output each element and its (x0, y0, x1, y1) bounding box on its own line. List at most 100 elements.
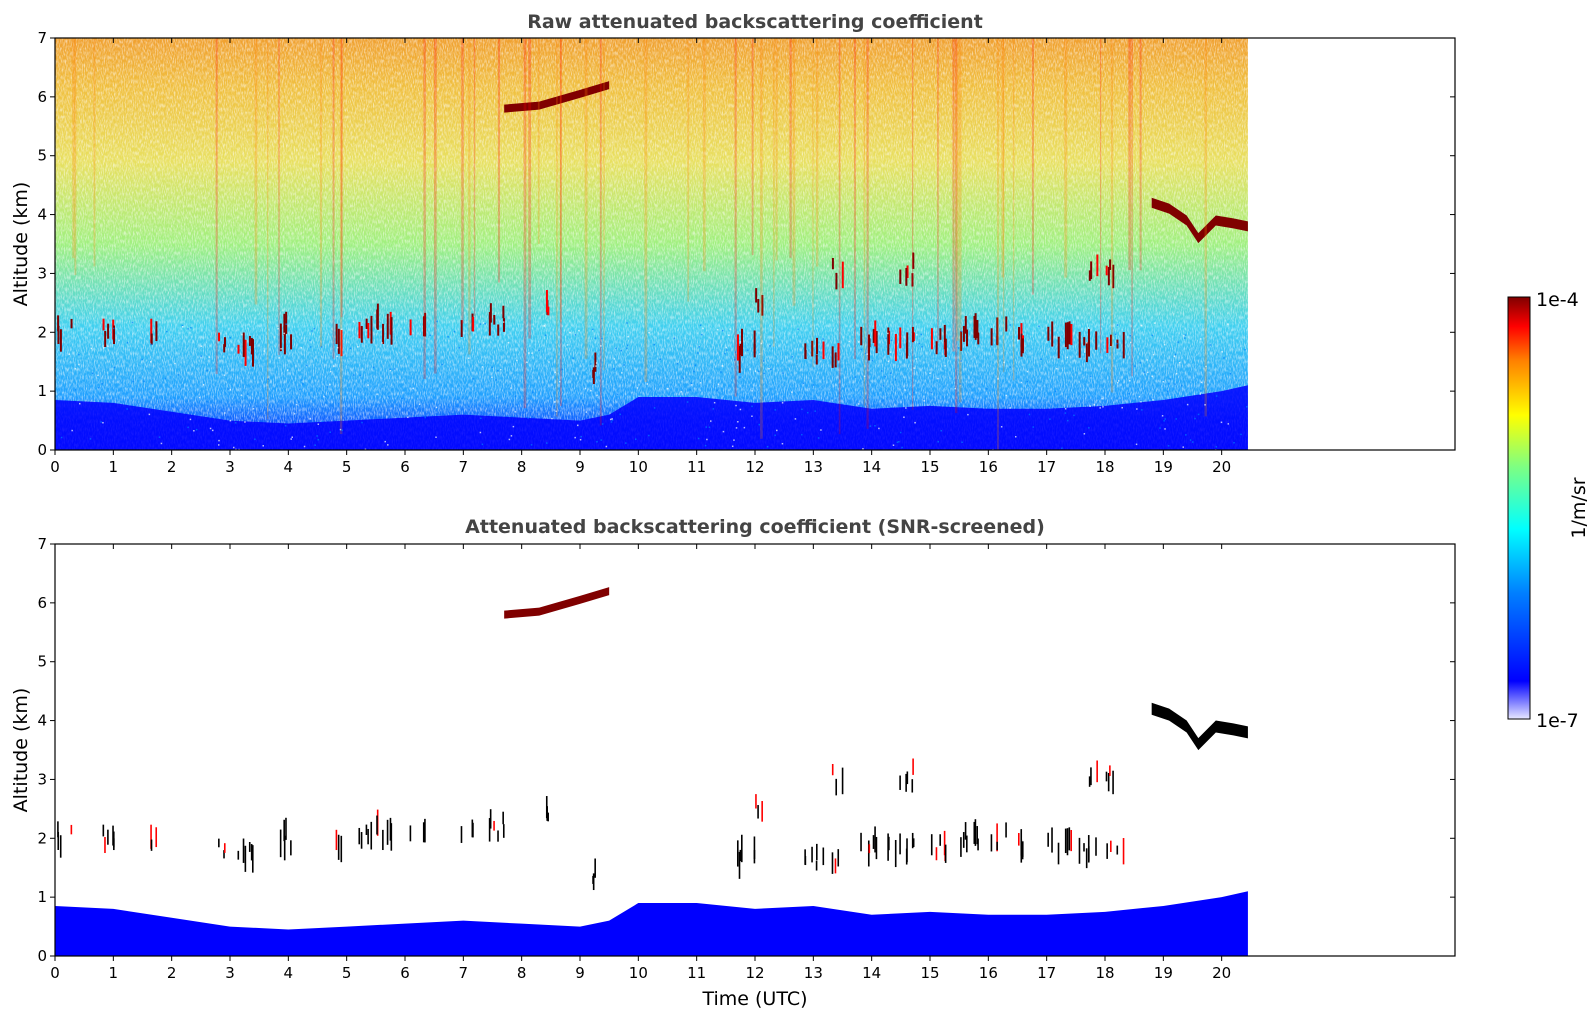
cloud-streak (237, 344, 240, 354)
noise-dot (254, 438, 256, 440)
noise-dot (1184, 337, 1186, 339)
x-tick-label: 20 (1212, 458, 1231, 476)
noise-dot (313, 327, 316, 330)
x-tick-label: 10 (629, 964, 648, 982)
noise-dot (1205, 365, 1207, 368)
noise-dot (60, 436, 63, 439)
x-tick-label: 5 (342, 964, 352, 982)
x-tick-label: 6 (400, 458, 410, 476)
cloud-streak (753, 330, 756, 358)
noise-dot (590, 389, 592, 392)
noise-dot (913, 367, 915, 369)
cloud-streak (493, 820, 495, 831)
noise-dot (278, 357, 280, 359)
noise-dot (325, 402, 327, 404)
noise-dot (1020, 381, 1023, 384)
noise-dot (340, 328, 343, 331)
cloud-streak (996, 335, 999, 345)
noise-dot (1088, 427, 1090, 429)
cloud-streak (250, 844, 253, 861)
noise-dot (634, 438, 637, 440)
x-tick-label: 18 (1095, 964, 1114, 982)
noise-column (215, 38, 218, 375)
cloud-streak (757, 805, 759, 819)
cloud-streak (831, 257, 834, 270)
noise-dot (1209, 344, 1212, 346)
noise-column (734, 38, 737, 397)
noise-dot (499, 368, 502, 371)
noise-dot (429, 334, 431, 337)
noise-dot (751, 390, 753, 392)
noise-dot (766, 445, 769, 448)
noise-dot (915, 358, 917, 360)
cloud-streak (358, 827, 361, 845)
noise-column (584, 38, 588, 359)
cloud-streak (1090, 261, 1093, 280)
cloud-streak (389, 817, 392, 841)
cloud-streak (493, 314, 496, 325)
x-tick-label: 13 (804, 964, 823, 982)
noise-column (267, 38, 269, 420)
noise-dot (691, 384, 693, 386)
cloud-streak (1047, 326, 1050, 341)
cloud-streak (894, 333, 897, 362)
cloud-streak (1083, 337, 1086, 346)
noise-dot (441, 363, 443, 366)
cloud-streak (594, 858, 596, 878)
cloud-streak (1107, 266, 1110, 286)
noise-dot (1093, 403, 1096, 406)
noise-dot (878, 427, 880, 430)
noise-dot (739, 341, 742, 343)
noise-dot (1182, 446, 1184, 448)
noise-dot (724, 352, 726, 355)
noise-dot (961, 441, 963, 444)
cloud-streak (887, 833, 889, 861)
cloud-streak (911, 273, 914, 287)
noise-dot (74, 389, 77, 391)
x-tick-label: 3 (225, 458, 235, 476)
cloud-streak (382, 829, 384, 851)
cloud-streak (860, 832, 862, 852)
noise-dot (791, 356, 794, 358)
noise-dot (349, 347, 352, 350)
cloud-streak (386, 819, 389, 845)
noise-dot (101, 382, 103, 385)
noise-column (537, 38, 540, 245)
x-tick-label: 16 (979, 458, 998, 476)
cloud-streak (223, 850, 225, 859)
cloud-streak (502, 824, 505, 838)
noise-dot (181, 325, 184, 328)
noise-dot (79, 402, 81, 405)
x-tick-label: 9 (575, 964, 585, 982)
cloud-streak (977, 332, 980, 345)
noise-dot (601, 423, 604, 425)
noise-dot (1147, 371, 1149, 374)
noise-dot (1183, 334, 1185, 337)
noise-column (93, 38, 96, 267)
noise-dot (1246, 406, 1248, 408)
boundary-layer (55, 891, 1248, 956)
noise-dot (100, 421, 102, 423)
noise-dot (653, 407, 656, 409)
cloud-streak (424, 818, 426, 843)
noise-dot (436, 320, 438, 323)
noise-dot (1167, 445, 1170, 447)
cloud-streak (943, 830, 946, 856)
cloud-streak (1070, 324, 1073, 346)
noise-dot (731, 445, 734, 448)
noise-column (332, 38, 335, 359)
noise-dot (187, 328, 189, 330)
y-tick-label: 7 (37, 29, 47, 47)
noise-dot (384, 440, 386, 443)
noise-dot (896, 441, 899, 444)
cloud-streak (831, 852, 834, 874)
noise-dot (1184, 334, 1187, 336)
y-tick-label: 2 (37, 829, 47, 847)
noise-dot (166, 330, 168, 333)
noise-dot (596, 394, 598, 397)
x-tick-label: 4 (284, 964, 294, 982)
noise-column (523, 38, 527, 409)
colorbar: 1e-4 1e-7 1/m/sr (1507, 289, 1590, 732)
noise-dot (361, 421, 363, 424)
noise-dot (482, 322, 485, 324)
